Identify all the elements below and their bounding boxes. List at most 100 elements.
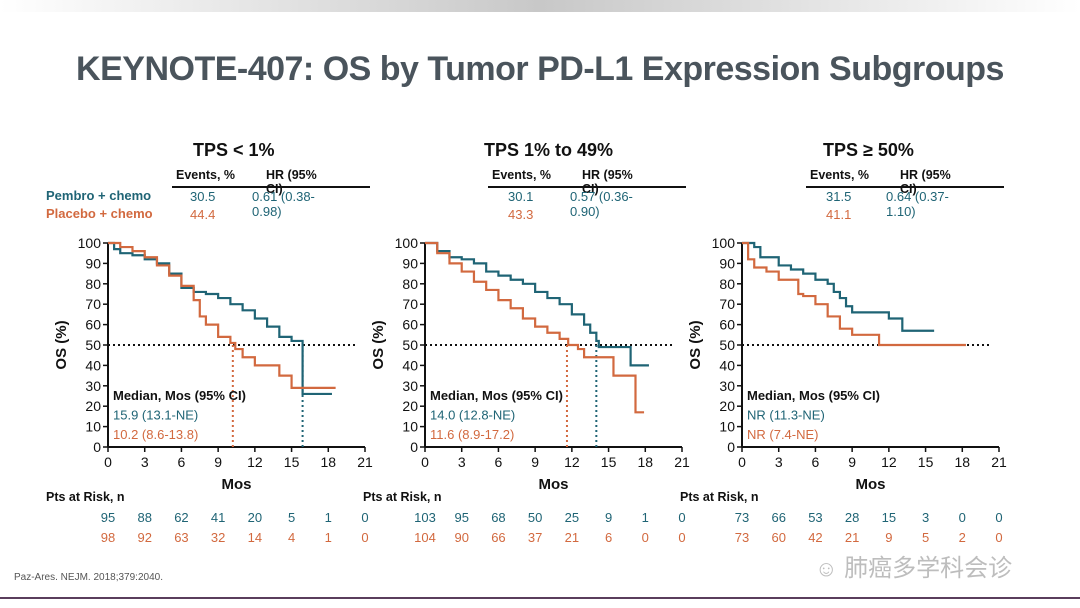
- y-tick-label: 50: [719, 337, 735, 353]
- x-tick-label: 9: [214, 454, 222, 470]
- risk-count-pembro: 41: [210, 510, 226, 525]
- risk-count-placebo: 5: [921, 530, 930, 545]
- risk-count-pembro: 95: [100, 510, 116, 525]
- x-tick-label: 21: [357, 454, 373, 470]
- median-pembro: 15.9 (13.1-NE): [113, 407, 198, 422]
- events-header: Events, %: [176, 168, 236, 182]
- x-tick-label: 9: [531, 454, 539, 470]
- risk-count-placebo: 37: [527, 530, 543, 545]
- median-pembro: 14.0 (12.8-NE): [430, 407, 515, 422]
- y-tick-label: 50: [85, 337, 101, 353]
- bottom-rule: [0, 597, 1080, 599]
- table-rule: [172, 186, 370, 188]
- risk-count-placebo: 2: [958, 530, 966, 545]
- panel-title: TPS < 1%: [193, 140, 275, 160]
- median-placebo: 10.2 (8.6-13.8): [113, 427, 198, 442]
- risk-count-pembro: 68: [491, 510, 506, 525]
- table-rule: [806, 186, 1004, 188]
- y-tick-label: 40: [719, 357, 735, 373]
- km-curve-pembro: [425, 241, 649, 367]
- hazard-ratio: 0.57 (0.36-0.90): [570, 189, 633, 219]
- x-axis-label: Mos: [856, 476, 886, 493]
- x-tick-label: 9: [848, 454, 856, 470]
- km-curve-pembro: [742, 241, 935, 332]
- risk-count-pembro: 25: [564, 510, 580, 525]
- median-header: Median, Mos (95% CI): [430, 388, 563, 403]
- x-axis-label: Mos: [539, 476, 569, 493]
- x-tick-label: 15: [284, 454, 300, 470]
- y-tick-label: 60: [719, 317, 735, 333]
- risk-count-pembro: 1: [324, 510, 332, 525]
- x-tick-label: 0: [421, 454, 429, 470]
- y-tick-label: 20: [402, 398, 418, 414]
- y-tick-label: 30: [85, 378, 101, 394]
- y-tick-label: 20: [85, 398, 101, 414]
- risk-count-placebo: 60: [771, 530, 786, 545]
- y-tick-label: 40: [85, 357, 101, 373]
- risk-count-pembro: 0: [995, 510, 1003, 525]
- y-tick-label: 90: [85, 255, 101, 271]
- y-tick-label: 0: [93, 439, 101, 455]
- risk-count-placebo: 0: [641, 530, 649, 545]
- y-tick-label: 0: [410, 439, 418, 455]
- risk-count-pembro: 20: [247, 510, 263, 525]
- risk-count-pembro: 62: [174, 510, 189, 525]
- x-tick-label: 6: [495, 454, 503, 470]
- y-tick-label: 60: [85, 317, 101, 333]
- risk-count-placebo: 4: [287, 530, 296, 545]
- risk-count-pembro: 1: [641, 510, 649, 525]
- watermark: ☺ 肺癌多学科会诊: [815, 548, 1012, 583]
- x-tick-label: 3: [141, 454, 149, 470]
- wechat-icon: ☺: [815, 556, 838, 581]
- risk-table-label: Pts at Risk, n: [680, 490, 759, 504]
- risk-count-placebo: 0: [678, 530, 686, 545]
- y-tick-label: 60: [402, 317, 418, 333]
- hr-header: HR (95% CI): [582, 168, 633, 196]
- panel-title: TPS ≥ 50%: [823, 140, 914, 160]
- placebo-events: 44.4: [190, 207, 216, 222]
- y-tick-label: 30: [719, 378, 735, 394]
- y-tick-label: 80: [85, 276, 101, 292]
- x-tick-label: 18: [954, 454, 970, 470]
- risk-count-pembro: 0: [361, 510, 369, 525]
- x-tick-label: 3: [775, 454, 783, 470]
- y-tick-label: 90: [402, 255, 418, 271]
- risk-count-placebo: 21: [844, 530, 860, 545]
- panel-tps-ge-50: TPS ≥ 50% Events, % HR (95% CI) 31.5 0.6…: [640, 140, 1004, 550]
- panel-title: TPS 1% to 49%: [484, 140, 614, 160]
- hr-header: HR (95% CI): [266, 168, 317, 196]
- risk-count-placebo: 1: [324, 530, 332, 545]
- risk-count-placebo: 21: [564, 530, 580, 545]
- risk-count-placebo: 98: [100, 530, 116, 545]
- risk-count-pembro: 50: [527, 510, 543, 525]
- x-tick-label: 21: [674, 454, 690, 470]
- x-tick-label: 21: [991, 454, 1007, 470]
- risk-table-label: Pts at Risk, n: [363, 490, 442, 504]
- risk-table-label: Pts at Risk, n: [46, 490, 125, 504]
- y-tick-label: 70: [402, 296, 418, 312]
- y-tick-label: 30: [402, 378, 418, 394]
- pembro-events: 30.5: [190, 189, 216, 204]
- top-gradient-bar: [0, 0, 1080, 12]
- risk-count-placebo: 9: [885, 530, 893, 545]
- risk-count-pembro: 95: [454, 510, 469, 525]
- y-tick-label: 0: [727, 439, 735, 455]
- risk-count-placebo: 92: [137, 530, 152, 545]
- y-tick-label: 50: [402, 337, 418, 353]
- y-axis-label: OS (%): [687, 320, 704, 369]
- x-tick-label: 12: [564, 454, 580, 470]
- km-curve-pembro: [108, 241, 332, 396]
- km-curve-placebo: [425, 241, 645, 414]
- risk-count-placebo: 63: [174, 530, 189, 545]
- panel-tps-lt-1: TPS < 1% Events, % HR (95% CI) Pembro + …: [0, 140, 370, 550]
- y-tick-label: 10: [402, 419, 418, 435]
- x-tick-label: 6: [812, 454, 820, 470]
- risk-count-pembro: 0: [958, 510, 966, 525]
- table-rule: [488, 186, 686, 188]
- x-axis-label: Mos: [222, 476, 252, 493]
- median-placebo: 11.6 (8.9-17.2): [430, 427, 514, 442]
- x-tick-label: 18: [320, 454, 336, 470]
- y-tick-label: 40: [402, 357, 418, 373]
- risk-count-placebo: 90: [454, 530, 469, 545]
